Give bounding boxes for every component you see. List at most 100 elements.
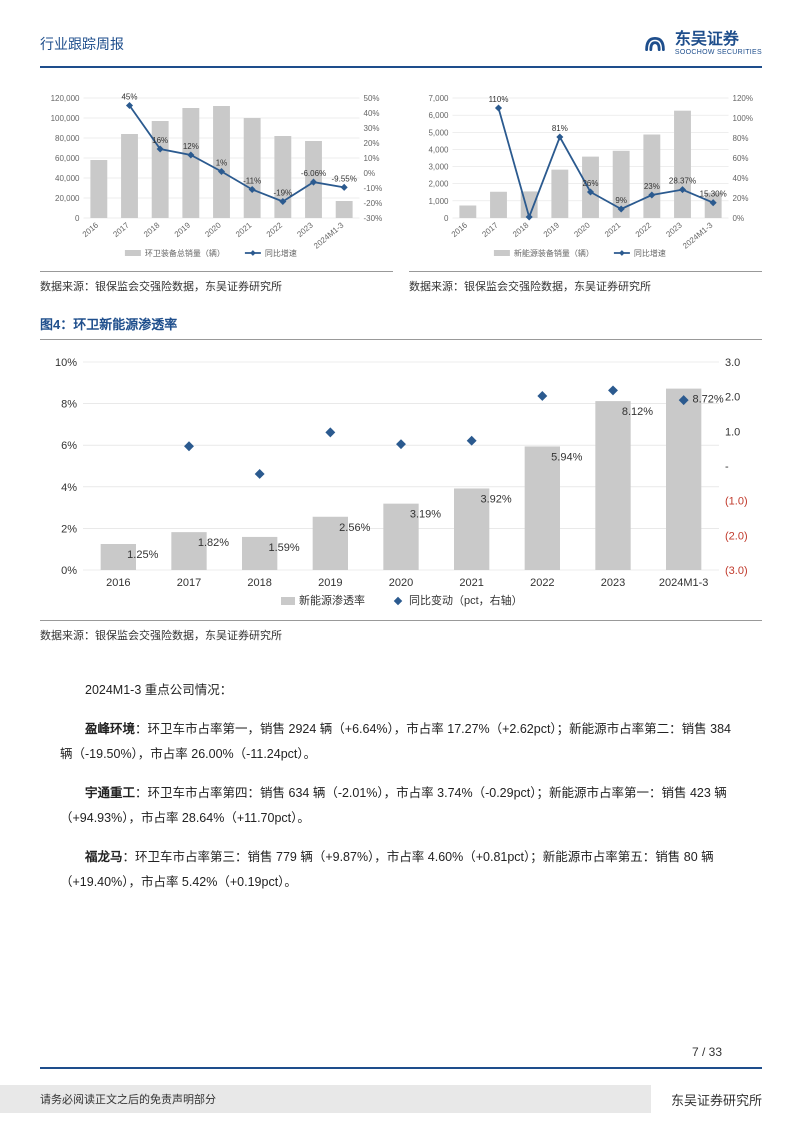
source3: 数据来源：银保监会交强险数据，东吴证券研究所 [40, 620, 762, 643]
disclaimer: 请务必阅读正文之后的免责声明部分 [0, 1085, 651, 1113]
company1-name: 盈峰环境 [85, 722, 135, 736]
svg-text:2018: 2018 [247, 577, 271, 589]
svg-text:-30%: -30% [364, 214, 383, 223]
svg-text:2019: 2019 [318, 577, 342, 589]
company1-text: ：环卫车市占率第一，销售 2924 辆（+6.64%），市占率 17.27%（+… [60, 722, 731, 761]
svg-text:0: 0 [75, 214, 80, 223]
svg-text:2018: 2018 [142, 220, 162, 239]
svg-text:81%: 81% [552, 124, 568, 133]
svg-text:0%: 0% [364, 169, 376, 178]
fig4-title: 图4：环卫新能源渗透率 [40, 314, 762, 340]
svg-text:2022: 2022 [530, 577, 554, 589]
svg-text:2022: 2022 [265, 220, 285, 239]
svg-text:同比增速: 同比增速 [265, 248, 297, 258]
svg-text:2019: 2019 [173, 220, 193, 239]
svg-text:2020: 2020 [203, 220, 223, 239]
svg-text:28.37%: 28.37% [669, 177, 696, 186]
svg-text:2.0: 2.0 [725, 392, 740, 404]
svg-text:3.92%: 3.92% [481, 493, 512, 505]
footer: 7 / 33 请务必阅读正文之后的免责声明部分 东吴证券研究所 [0, 1045, 802, 1133]
svg-text:2020: 2020 [572, 220, 592, 239]
svg-text:-10%: -10% [364, 184, 383, 193]
svg-text:30%: 30% [364, 124, 380, 133]
page-header: 行业跟踪周报 东吴证券 SOOCHOW SECURITIES [40, 30, 762, 68]
svg-text:7,000: 7,000 [428, 94, 449, 103]
svg-text:新能源渗透率: 新能源渗透率 [299, 593, 365, 607]
svg-text:-9.55%: -9.55% [331, 174, 356, 183]
header-title: 行业跟踪周报 [40, 34, 124, 54]
svg-text:2016: 2016 [106, 577, 130, 589]
svg-text:16%: 16% [152, 136, 168, 145]
svg-text:2017: 2017 [480, 220, 500, 239]
body-text: 2024M1-3 重点公司情况： 盈峰环境：环卫车市占率第一，销售 2924 辆… [40, 678, 762, 895]
svg-text:(1.0): (1.0) [725, 496, 748, 508]
logo-en: SOOCHOW SECURITIES [675, 49, 762, 57]
svg-text:2024M1-3: 2024M1-3 [312, 220, 346, 250]
svg-text:2018: 2018 [511, 220, 531, 239]
svg-text:100%: 100% [733, 114, 753, 123]
svg-text:20,000: 20,000 [55, 194, 80, 203]
svg-text:2023: 2023 [601, 577, 625, 589]
top-source-row: 数据来源：银保监会交强险数据，东吴证券研究所 数据来源：银保监会交强险数据，东吴… [40, 271, 762, 294]
svg-text:12%: 12% [183, 142, 199, 151]
svg-text:-20%: -20% [364, 199, 383, 208]
svg-text:110%: 110% [489, 95, 509, 104]
svg-text:23%: 23% [644, 182, 660, 191]
institution: 东吴证券研究所 [671, 1090, 762, 1109]
svg-text:2023: 2023 [664, 220, 684, 239]
svg-text:120,000: 120,000 [51, 94, 80, 103]
svg-text:10%: 10% [364, 154, 380, 163]
svg-text:2022: 2022 [634, 220, 654, 239]
source1: 数据来源：银保监会交强险数据，东吴证券研究所 [40, 271, 393, 294]
logo-cn: 东吴证券 [675, 31, 762, 49]
svg-text:8%: 8% [61, 399, 77, 411]
svg-text:40,000: 40,000 [55, 174, 80, 183]
top-charts-row: 020,00040,00060,00080,000100,000120,000-… [40, 88, 762, 263]
svg-text:同比增速: 同比增速 [634, 248, 666, 258]
svg-text:0%: 0% [61, 565, 77, 577]
svg-text:20%: 20% [364, 139, 380, 148]
svg-text:5.94%: 5.94% [551, 451, 582, 463]
svg-text:(3.0): (3.0) [725, 565, 748, 577]
svg-text:45%: 45% [121, 93, 137, 102]
svg-text:10%: 10% [55, 357, 77, 369]
svg-text:40%: 40% [733, 174, 749, 183]
svg-text:2021: 2021 [459, 577, 483, 589]
chart2-container: 01,0002,0003,0004,0005,0006,0007,0000%20… [409, 88, 762, 263]
svg-text:26%: 26% [582, 179, 598, 188]
svg-text:1.0: 1.0 [725, 426, 740, 438]
svg-text:1.25%: 1.25% [127, 549, 158, 561]
svg-text:15.30%: 15.30% [700, 190, 727, 199]
svg-text:40%: 40% [364, 109, 380, 118]
svg-text:2016: 2016 [450, 220, 470, 239]
svg-text:-6.06%: -6.06% [301, 169, 326, 178]
company-logo: 东吴证券 SOOCHOW SECURITIES [641, 30, 762, 58]
svg-text:-11%: -11% [243, 177, 261, 186]
svg-text:80%: 80% [733, 134, 749, 143]
company-p2: 宇通重工：环卫车市占率第四：销售 634 辆（-2.01%），市占率 3.74%… [60, 781, 742, 831]
svg-text:50%: 50% [364, 94, 380, 103]
svg-text:60%: 60% [733, 154, 749, 163]
chart3-container: 0%2%4%6%8%10%(3.0)(2.0)(1.0)-1.02.03.01.… [40, 352, 762, 612]
svg-text:120%: 120% [733, 94, 753, 103]
svg-text:3.0: 3.0 [725, 357, 740, 369]
svg-text:1.59%: 1.59% [269, 542, 300, 554]
svg-text:同比变动（pct，右轴）: 同比变动（pct，右轴） [409, 593, 523, 607]
intro: 2024M1-3 重点公司情况： [60, 678, 742, 703]
svg-text:8.12%: 8.12% [622, 406, 653, 418]
chart1-container: 020,00040,00060,00080,000100,000120,000-… [40, 88, 393, 263]
company3-name: 福龙马 [85, 850, 123, 864]
company2-name: 宇通重工 [85, 786, 135, 800]
svg-text:-19%: -19% [273, 189, 292, 198]
svg-text:1,000: 1,000 [428, 197, 449, 206]
svg-text:20%: 20% [733, 194, 749, 203]
svg-text:9%: 9% [615, 196, 627, 205]
svg-text:2024M1-3: 2024M1-3 [681, 220, 715, 250]
company-p3: 福龙马：环卫车市占率第三：销售 779 辆（+9.87%），市占率 4.60%（… [60, 845, 742, 895]
svg-text:1.82%: 1.82% [198, 537, 229, 549]
svg-text:0%: 0% [733, 214, 745, 223]
page-number: 7 / 33 [40, 1045, 762, 1069]
svg-text:2020: 2020 [389, 577, 413, 589]
svg-text:2%: 2% [61, 523, 77, 535]
svg-text:新能源装备销量（辆）: 新能源装备销量（辆） [514, 248, 594, 258]
